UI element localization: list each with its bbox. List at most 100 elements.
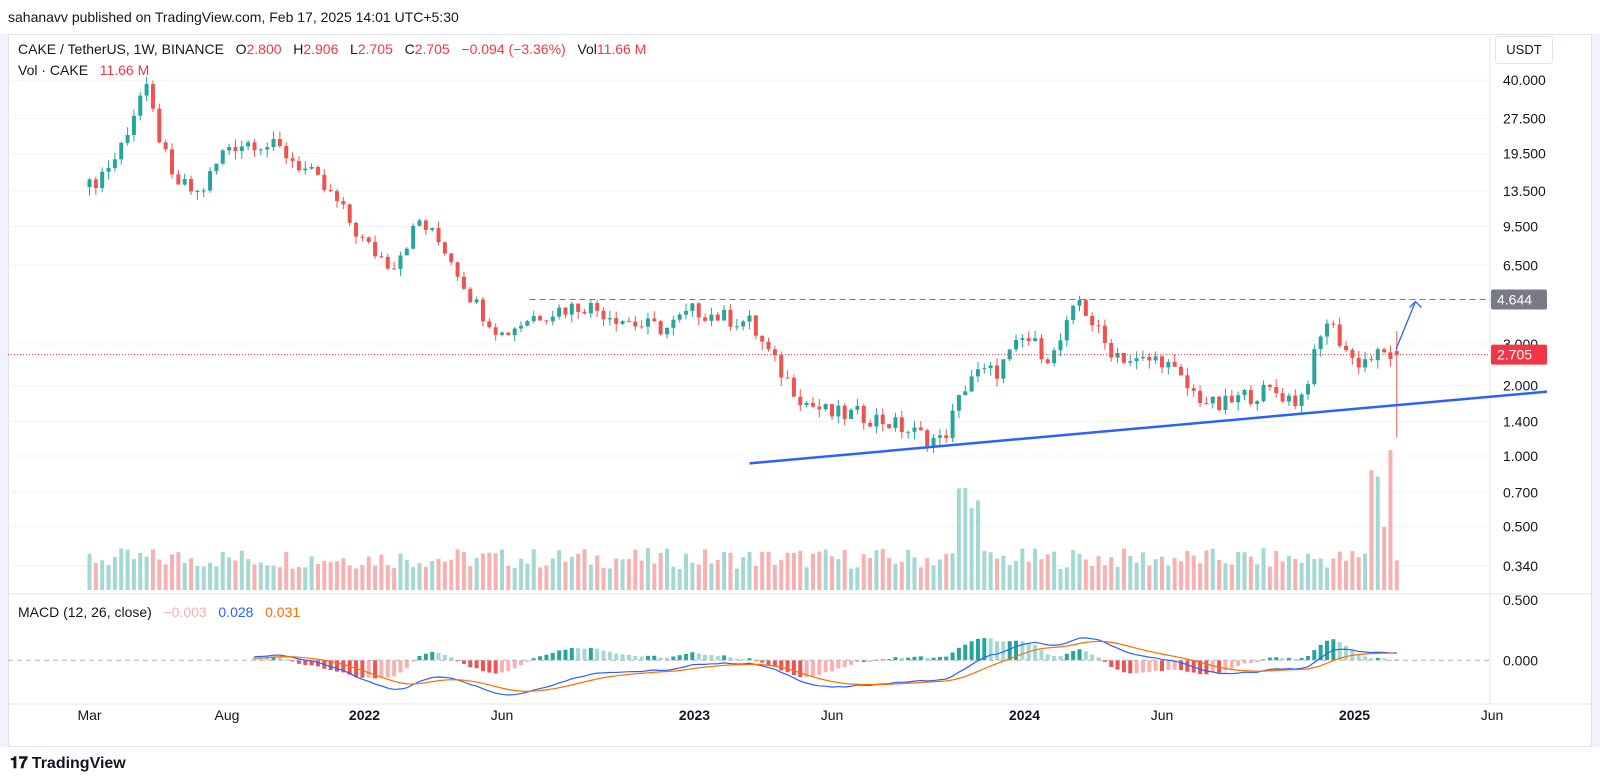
volume-bar [119, 548, 124, 590]
macd-histogram-bar [747, 658, 752, 661]
macd-histogram-bar [728, 657, 733, 661]
macd-histogram-bar [823, 660, 828, 673]
candle-body [500, 332, 504, 335]
volume-bar [963, 487, 968, 590]
volume-bar [100, 560, 105, 590]
volume-bar [868, 558, 873, 590]
macd-histogram-bar [912, 656, 917, 661]
macd-histogram-bar [614, 653, 619, 661]
volume-bar [741, 557, 746, 590]
candle-body [849, 409, 854, 419]
macd-histogram-bar [258, 657, 263, 661]
volume-bar [975, 500, 980, 590]
macd-histogram-bar [975, 638, 980, 661]
tradingview-logo[interactable]: 𝟏𝟕 TradingView [10, 755, 126, 773]
candle-body [1255, 401, 1260, 404]
macd-histogram-bar [455, 660, 460, 662]
volume-bar [265, 565, 270, 590]
candle-body [880, 414, 885, 425]
vol-series-label[interactable]: Vol · CAKE [18, 62, 89, 78]
candle-body [918, 427, 923, 431]
volume-bar [760, 552, 765, 590]
volume-bar [861, 554, 866, 590]
volume-bar [519, 558, 524, 590]
macd-histogram-bar [722, 655, 727, 661]
candle-body [810, 402, 815, 407]
candle-body [861, 405, 866, 423]
volume-bar [937, 559, 942, 590]
candle-body [1394, 351, 1399, 355]
macd-histogram-bar [1210, 660, 1215, 673]
volume-bar [842, 549, 847, 590]
macd-histogram-bar [366, 660, 371, 678]
macd-histogram-bar [988, 638, 993, 661]
macd-histogram-bar [398, 660, 403, 673]
volume-bar [1363, 553, 1368, 590]
volume-bar [201, 566, 206, 590]
volume-bar [379, 554, 384, 590]
volume-bar [1077, 553, 1082, 590]
volume-bar [392, 568, 397, 590]
volume-bar [893, 563, 898, 590]
volume-bar [423, 567, 428, 590]
candle-body [423, 220, 428, 230]
volume-bar [366, 556, 371, 590]
macd-histogram-bar [1344, 645, 1349, 661]
candle-body [163, 142, 168, 150]
volume-bar [912, 557, 917, 590]
macd-histogram-bar [284, 659, 289, 661]
volume-bar [1052, 551, 1057, 590]
volume-bar [576, 553, 581, 590]
candle-body [93, 179, 98, 189]
currency-unit-button[interactable]: USDT [1495, 36, 1553, 64]
tv-logo-text: TradingView [31, 755, 126, 772]
macd-label[interactable]: MACD (12, 26, close) [18, 604, 152, 620]
candle-body [461, 276, 466, 289]
candle-body [233, 146, 238, 152]
candle-body [512, 328, 517, 336]
volume-bar [1236, 551, 1241, 590]
volume-bar [328, 562, 333, 590]
macd-histogram-bar [1102, 660, 1107, 662]
macd-signal-line [254, 640, 1397, 692]
candle-body [106, 167, 111, 172]
price-tick-label: 2.000 [1503, 377, 1538, 393]
volume-bar [1388, 450, 1393, 590]
macd-histogram-bar [645, 655, 650, 661]
macd-histogram-bar [411, 660, 416, 662]
volume-bar [830, 556, 834, 590]
candle-body [436, 228, 441, 243]
volume-bar [1274, 550, 1279, 590]
macd-histogram-bar [417, 656, 422, 661]
candle-body [1128, 361, 1133, 363]
macd-histogram-bar [430, 651, 435, 661]
macd-histogram-bar [1293, 658, 1298, 661]
candle-body [633, 321, 638, 327]
macd-histogram-bar [1217, 660, 1222, 673]
macd-histogram-bar [385, 660, 390, 678]
macd-histogram-bar [595, 648, 600, 661]
volume-bar [144, 556, 149, 590]
candle-body [868, 422, 873, 427]
candle-body [1020, 338, 1025, 340]
candle-body [925, 430, 930, 446]
candle-body [836, 405, 841, 417]
macd-histogram-bar [309, 660, 314, 666]
macd-histogram-bar [525, 660, 530, 662]
macd-histogram-bar [1153, 660, 1158, 671]
volume-bar [449, 559, 454, 590]
symbol-label[interactable]: CAKE / TetherUS, 1W, BINANCE [18, 41, 224, 57]
candle-body [214, 163, 219, 172]
macd-histogram-bar [925, 658, 930, 661]
macd-histogram-bar [1166, 660, 1171, 671]
candle-body [1286, 395, 1291, 402]
macd-histogram-bar [1236, 660, 1241, 667]
macd-histogram-bar [404, 660, 409, 669]
candle-body [576, 303, 581, 312]
volume-bar [944, 553, 949, 590]
candle-body [131, 115, 136, 136]
price-tick-label: 27.500 [1503, 110, 1546, 126]
volume-bar [1064, 567, 1069, 590]
candle-body [119, 142, 124, 160]
